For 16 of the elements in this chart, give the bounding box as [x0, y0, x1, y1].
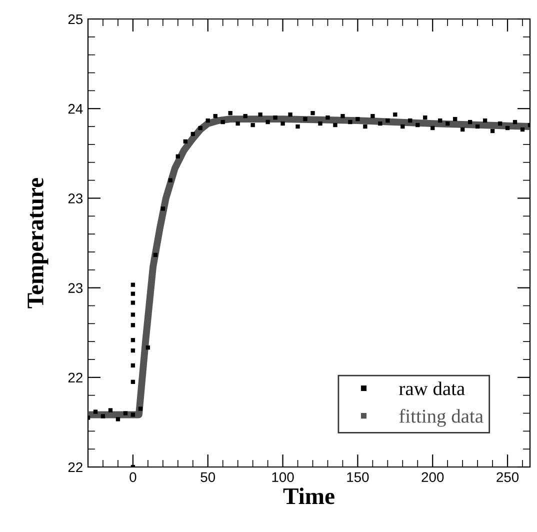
y-tick-label: 22 — [68, 372, 82, 382]
y-tick-label: 25 — [68, 14, 83, 24]
x-tick-label: 250 — [496, 472, 519, 482]
y-tick-label: 22 — [68, 462, 82, 472]
y-tick-label: 23 — [68, 283, 83, 293]
x-tick-label: 50 — [200, 472, 216, 482]
x-tick-label: 200 — [422, 472, 444, 482]
x-tick-label: 100 — [272, 472, 294, 482]
x-tick-label: 150 — [347, 472, 369, 482]
y-tick-label: 23 — [68, 194, 83, 204]
x-tick-label: 0 — [130, 472, 136, 482]
x-axis-title: Time — [283, 488, 334, 504]
legend-label: fitting data — [399, 408, 484, 427]
y-tick-label: 24 — [68, 104, 83, 114]
y-axis-title: Temperature — [28, 178, 48, 308]
legend-label: raw data — [399, 382, 465, 396]
